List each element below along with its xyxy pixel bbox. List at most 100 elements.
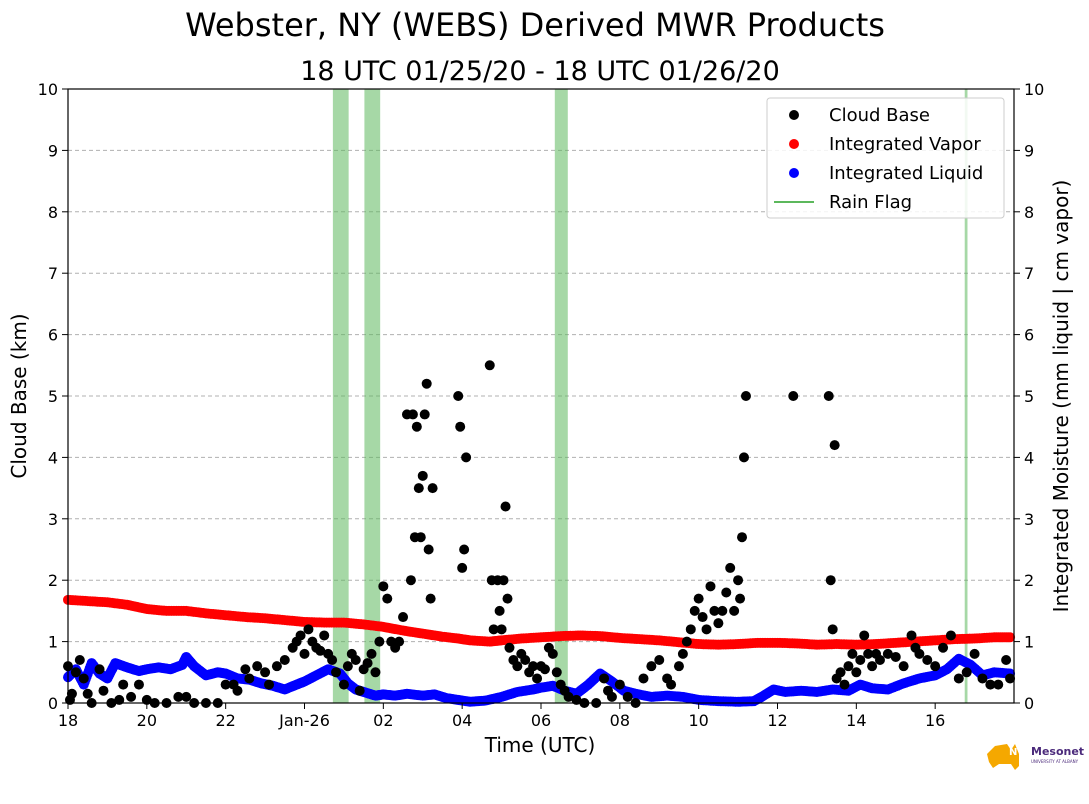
data-point [331,667,342,678]
legend: Cloud Base Integrated Vapor Integrated Liq… [766,97,1005,219]
data-point [874,655,885,666]
data-point [985,679,996,690]
data-point [551,667,562,678]
data-point [729,605,740,616]
chart-title: Webster, NY (WEBS) Derived MWR Products [185,6,885,44]
data-point [427,483,438,494]
x-tick-label: 08 [610,711,630,730]
data-point [303,624,314,635]
data-point [666,679,677,690]
y-tick-label-right: 4 [1024,448,1034,467]
data-point [961,667,972,678]
x-tick-label: 10 [688,711,708,730]
data-point [945,630,956,641]
data-point [398,612,409,623]
data-point [240,664,251,675]
data-point [930,661,941,672]
data-point [993,679,1004,690]
data-point [697,612,708,623]
data-point [539,664,550,675]
legend-marker-dot [789,110,799,120]
data-point [264,679,275,690]
x-tick-label: 04 [452,711,472,730]
data-point [342,661,353,672]
legend-marker-dot [789,139,799,149]
data-point [547,648,558,659]
y-tick-label-right: 6 [1024,326,1034,345]
data-point [701,624,712,635]
logo-nys-label: NYS [1009,747,1032,758]
legend-box [766,97,1005,219]
data-point [118,679,129,690]
x-tick-label: 02 [373,711,393,730]
series-integrated-vapor [63,594,1016,650]
data-point [733,575,744,586]
y-axis-left: 0 1 2 3 4 5 6 7 8 9 10 [38,80,68,713]
data-point [327,655,338,666]
series-cloud-base [63,360,1016,708]
data-point [423,544,434,555]
x-tick-label: 14 [846,711,866,730]
data-point [512,661,523,672]
data-point [693,593,704,604]
data-point [457,562,468,573]
data-point [417,470,428,481]
x-axis: 18 20 22 Jan-26 02 04 06 08 10 12 14 16 [58,703,945,730]
y-tick-label-left: 2 [48,571,58,590]
y-tick-label-left: 6 [48,326,58,345]
data-point [350,655,361,666]
x-tick-label: 16 [925,711,945,730]
data-point [614,679,625,690]
data-point [705,581,716,592]
data-point [244,673,255,684]
data-point [488,624,499,635]
data-point [425,593,436,604]
data-point [413,483,424,494]
data-point [788,391,799,401]
data-point [1005,632,1016,643]
data-point [681,636,692,647]
data-point [827,624,838,635]
data-point [882,648,893,659]
x-tick-label: 06 [531,711,551,730]
rain-flag-band [964,89,968,703]
data-point [415,532,426,543]
data-point [922,655,933,666]
data-point [411,421,422,432]
data-point [738,452,749,463]
data-point [654,655,665,666]
legend-label: Cloud Base [829,105,930,126]
x-tick-label: 18 [58,711,78,730]
y-tick-label-left: 0 [48,694,58,713]
rain-flag-layer [332,89,968,703]
data-point [825,575,836,586]
y-tick-label-right: 5 [1024,387,1034,406]
y-axis-right: 0 1 2 3 4 5 6 7 8 9 10 [1014,80,1044,713]
y-tick-label-right: 1 [1024,633,1034,652]
rain-flag-band [332,89,349,703]
nys-mesonet-logo: NYS Mesonet UNIVERSITY AT ALBANY [987,744,1084,770]
data-point [74,655,85,666]
grid [68,149,1014,643]
data-point [338,679,349,690]
data-point [1001,655,1012,666]
y-tick-label-left: 4 [48,448,58,467]
data-point [532,673,543,684]
data-point [953,673,964,684]
data-point [82,688,93,699]
data-point [220,679,231,690]
data-point [98,685,109,696]
data-point [494,605,505,616]
data-point [563,691,574,702]
data-point [938,642,949,653]
data-point [843,661,854,672]
data-point [823,391,834,401]
legend-label: Rain Flag [829,192,912,213]
data-point [362,658,373,669]
x-axis-title: Time (UTC) [484,733,596,757]
data-point [622,691,633,702]
data-point [677,648,688,659]
x-tick-label: 12 [767,711,787,730]
y-tick-label-left: 9 [48,141,58,160]
data-point [455,421,466,432]
